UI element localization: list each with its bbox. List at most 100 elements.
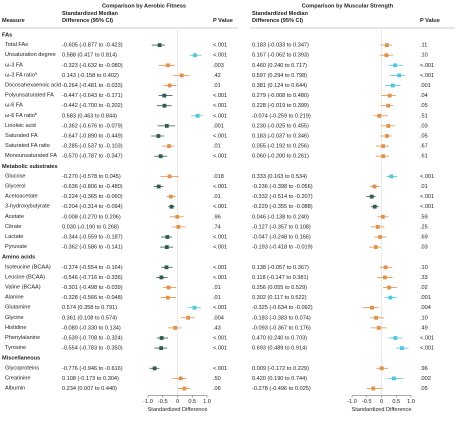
estimate-marker — [166, 285, 171, 290]
p-value: .25 — [420, 224, 428, 230]
ci-label: -0.362 (-0.586 to -0.141) — [62, 245, 123, 251]
ci-label: -0.362 (-0.676 to -0.079) — [62, 123, 123, 129]
group-label: Miscellaneous — [2, 356, 40, 362]
ci-label: -0.224 (-0.365 to -0.060) — [62, 194, 123, 200]
measure-name: Glycine — [5, 315, 24, 321]
estimate-marker — [182, 386, 187, 391]
measure-name: ω-6 FA ratio — [5, 113, 35, 119]
estimate-marker — [157, 43, 162, 47]
p-value: .01 — [213, 194, 221, 200]
estimate-marker — [384, 43, 389, 47]
p-value: <.001 — [213, 234, 227, 240]
ci-label: 0.361 (0.108 to 0.574) — [62, 315, 117, 321]
measure-name: Glycerol — [5, 184, 26, 190]
ci-label: -0.374 (-0.554 to -0.164) — [62, 265, 123, 271]
p-value: <.001 — [213, 154, 227, 160]
ci-label: -0.332 (-0.514 to -0.207) — [252, 194, 313, 200]
measure-name: Docosahexaenoic acid — [5, 83, 61, 89]
p-value: .02 — [420, 285, 428, 291]
ci-label: -0.093 (-0.367 to 0.176) — [252, 325, 311, 331]
ci-label: 0.167 (-0.062 to 0.393) — [252, 53, 309, 59]
measure-name: Saturated FA — [5, 133, 38, 139]
p-value: .03 — [420, 245, 428, 251]
p-value: .49 — [420, 325, 428, 331]
measure-label: Saturated FA ratio — [5, 144, 50, 150]
estimate-marker — [192, 305, 197, 310]
estimate-marker — [178, 376, 183, 381]
p-value: .04 — [420, 93, 428, 99]
p-value: .01 — [213, 285, 221, 291]
estimate-marker — [165, 295, 170, 300]
measure-header: Measure — [2, 18, 25, 24]
ci-label: 0.460 (0.240 to 0.717) — [252, 63, 307, 69]
ci-label: 0.055 (-0.192 to 0.256) — [252, 144, 309, 150]
x-axis-label: Standardized Difference — [148, 407, 208, 413]
estimate-marker — [164, 124, 169, 128]
estimate-marker — [381, 144, 386, 148]
ci-label: -0.344 (-0.559 to -0.187) — [62, 234, 123, 240]
estimate-marker — [373, 245, 378, 249]
measure-name: ω-6 FA — [5, 103, 23, 109]
x-tick-label: -1.0 — [143, 399, 153, 405]
p-value: .004 — [213, 315, 224, 321]
ci-label: -0.285 (-0.537 to -0.103) — [62, 144, 123, 150]
x-tick-label: 0.5 — [188, 399, 196, 405]
column-header: P Value — [213, 18, 233, 24]
estimate-marker — [388, 295, 393, 300]
estimate-marker — [384, 53, 389, 58]
measure-name: Valine (BCAA) — [5, 285, 41, 291]
ci-label: -0.278 (-0.496 to 0.025) — [252, 386, 311, 392]
measure-name: Albumin — [5, 386, 25, 392]
group-label: Amino acids — [2, 255, 35, 261]
measure-label: Monounsaturated FA — [5, 154, 57, 160]
ci-label: 0.381 (0.124 to 0.644) — [252, 83, 307, 89]
ci-label: -0.546 (-0.716 to -0.336) — [62, 275, 123, 281]
x-axis-label: Standardized Difference — [352, 407, 412, 413]
ci-label: -0.204 (-0.314 to -0.094) — [62, 204, 123, 210]
estimate-marker — [159, 346, 164, 350]
ci-label: 0.030 (-0.190 to 0.268) — [62, 224, 119, 230]
ci-label: -0.323 (-0.632 to -0.080) — [62, 63, 123, 69]
ci-label: 0.143 (-0.158 to 0.402) — [62, 73, 119, 79]
measure-label: Total FAs — [5, 43, 28, 49]
estimate-marker — [389, 174, 394, 179]
ci-label: 0.302 (0.117 to 0.522) — [252, 295, 307, 301]
p-value: <.001 — [213, 113, 227, 119]
estimate-marker — [387, 93, 392, 98]
ci-label: 0.279 (-0.008 to 0.480) — [252, 93, 309, 99]
ci-label: 0.183 (-0.033 to 0.347) — [252, 43, 309, 49]
estimate-marker — [390, 83, 395, 88]
p-value: .06 — [213, 386, 221, 392]
ci-label: 0.108 (-0.173 to 0.304) — [62, 376, 119, 382]
p-value: .74 — [213, 224, 221, 230]
column-header: Standardized Median Difference (95% CI) — [252, 11, 308, 24]
ci-label: 0.118 (-0.147 to 0.381) — [252, 275, 309, 281]
p-value: <.001 — [213, 133, 227, 139]
ci-label: -0.270 (-0.578 to 0.045) — [62, 174, 121, 180]
ci-label: -0.008 (-0.270 to 0.206) — [62, 214, 121, 220]
measure-label: 3-hydroxybutyrate — [5, 204, 50, 210]
measure-label: Acetate — [5, 214, 24, 220]
measure-name: ω-3 FA — [5, 63, 23, 69]
x-tick-label: 0.5 — [392, 399, 400, 405]
estimate-marker — [169, 204, 174, 209]
ci-label: 0.230 (-0.025 to 0.455) — [252, 123, 309, 129]
estimate-marker — [383, 275, 387, 280]
ci-label: -0.236 (-0.398 to -0.056) — [252, 184, 313, 190]
ci-label: -0.264 (-0.481 to -0.033) — [62, 83, 123, 89]
estimate-marker — [377, 113, 382, 118]
estimate-marker — [192, 53, 197, 58]
p-value: .10 — [420, 265, 428, 271]
ci-label: -0.047 (-0.248 to 0.166) — [252, 234, 311, 240]
p-value: <.001 — [213, 93, 227, 99]
ci-label: -0.776 (-0.946 to -0.616) — [62, 366, 123, 372]
p-value: <.001 — [213, 346, 227, 352]
x-tick-label: -0.5 — [362, 399, 372, 405]
measure-name: Tyrosine — [5, 346, 26, 352]
measure-name: 3-hydroxybutyrate — [5, 204, 50, 210]
estimate-marker — [381, 154, 386, 159]
ci-label: 0.693 (0.489 to 0.914) — [252, 346, 307, 352]
x-tick-label: 0 — [380, 399, 383, 405]
estimate-marker — [175, 214, 180, 219]
ci-label: -0.301 (-0.498 to -0.039) — [62, 285, 123, 291]
